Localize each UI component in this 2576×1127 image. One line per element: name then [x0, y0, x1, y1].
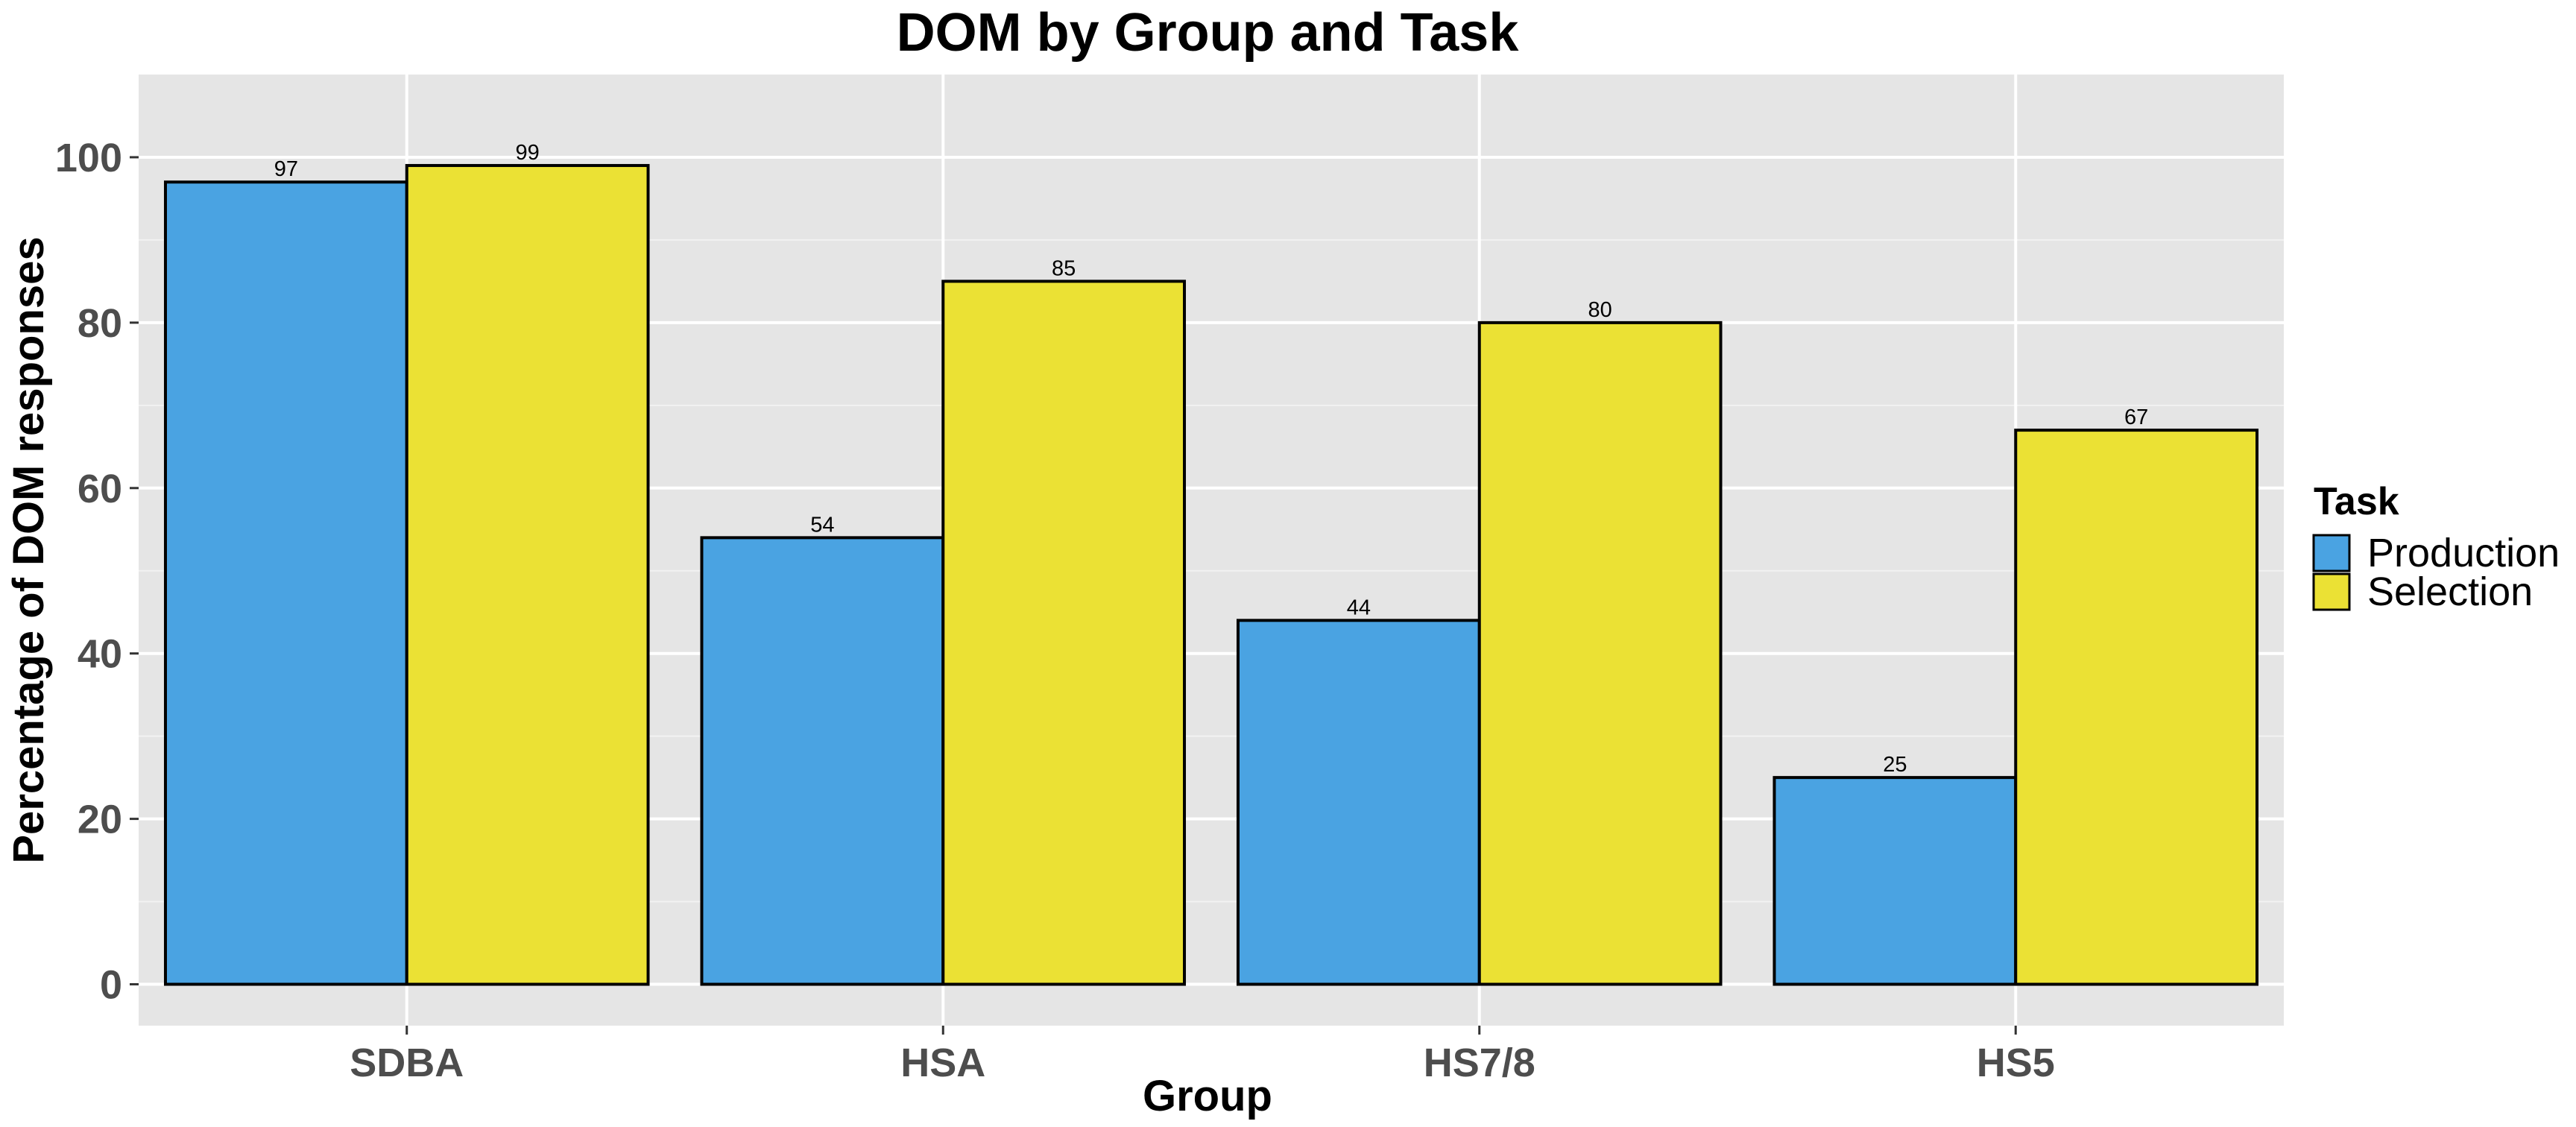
y-tick-label: 80: [78, 301, 122, 346]
bar-selection-2: [1477, 321, 1723, 986]
y-axis-title: Percentage of DOM responses: [4, 236, 53, 863]
data-label-production-2: 44: [1347, 596, 1371, 619]
legend-label-selection: Selection: [2367, 569, 2533, 614]
bar-selection-3: [2014, 429, 2259, 986]
legend-key-selection: [2312, 572, 2351, 611]
data-label-selection-3: 67: [2124, 405, 2148, 429]
bar-production-1: [700, 536, 945, 986]
y-axis: 0 20 40 60 80 100: [55, 136, 139, 1008]
data-label-production-3: 25: [1883, 753, 1907, 777]
chart-title: DOM by Group and Task: [897, 3, 1520, 63]
data-label-production-0: 97: [274, 157, 298, 181]
y-tick-label: 40: [78, 632, 122, 677]
x-axis-title: Group: [1143, 1072, 1272, 1120]
y-tick-label: 60: [78, 467, 122, 511]
legend-label-production: Production: [2367, 531, 2560, 575]
data-label-selection-0: 99: [516, 141, 540, 165]
y-tick-label: 100: [55, 136, 122, 180]
data-label-selection-2: 80: [1588, 298, 1612, 322]
x-tick-label: HS7/8: [1424, 1041, 1535, 1085]
data-labels: 97 54 44 25 99 85 80 67: [274, 141, 2149, 777]
y-tick-label: 20: [78, 798, 122, 842]
bar-production-0: [163, 180, 408, 986]
data-label-selection-1: 85: [1052, 256, 1076, 280]
bars: [163, 164, 2259, 986]
data-label-production-1: 54: [810, 513, 834, 537]
y-tick-label: 0: [100, 963, 122, 1008]
x-tick-label: HS5: [1977, 1041, 2055, 1085]
x-axis: SDBA HSA HS7/8 HS5: [350, 1026, 2055, 1085]
bar-production-2: [1236, 619, 1481, 986]
x-tick-label: SDBA: [350, 1041, 464, 1085]
x-tick-label: HSA: [900, 1041, 985, 1085]
legend-key-production: [2312, 534, 2351, 572]
bar-production-3: [1772, 776, 2018, 986]
bar-selection-1: [941, 280, 1187, 986]
legend-title: Task: [2314, 480, 2399, 523]
bar-selection-0: [405, 164, 650, 986]
